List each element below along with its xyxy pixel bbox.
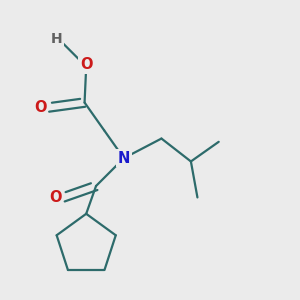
Text: O: O	[49, 190, 61, 205]
Text: O: O	[80, 57, 92, 72]
Text: O: O	[34, 100, 47, 115]
Text: H: H	[51, 32, 63, 46]
Text: N: N	[118, 151, 130, 166]
